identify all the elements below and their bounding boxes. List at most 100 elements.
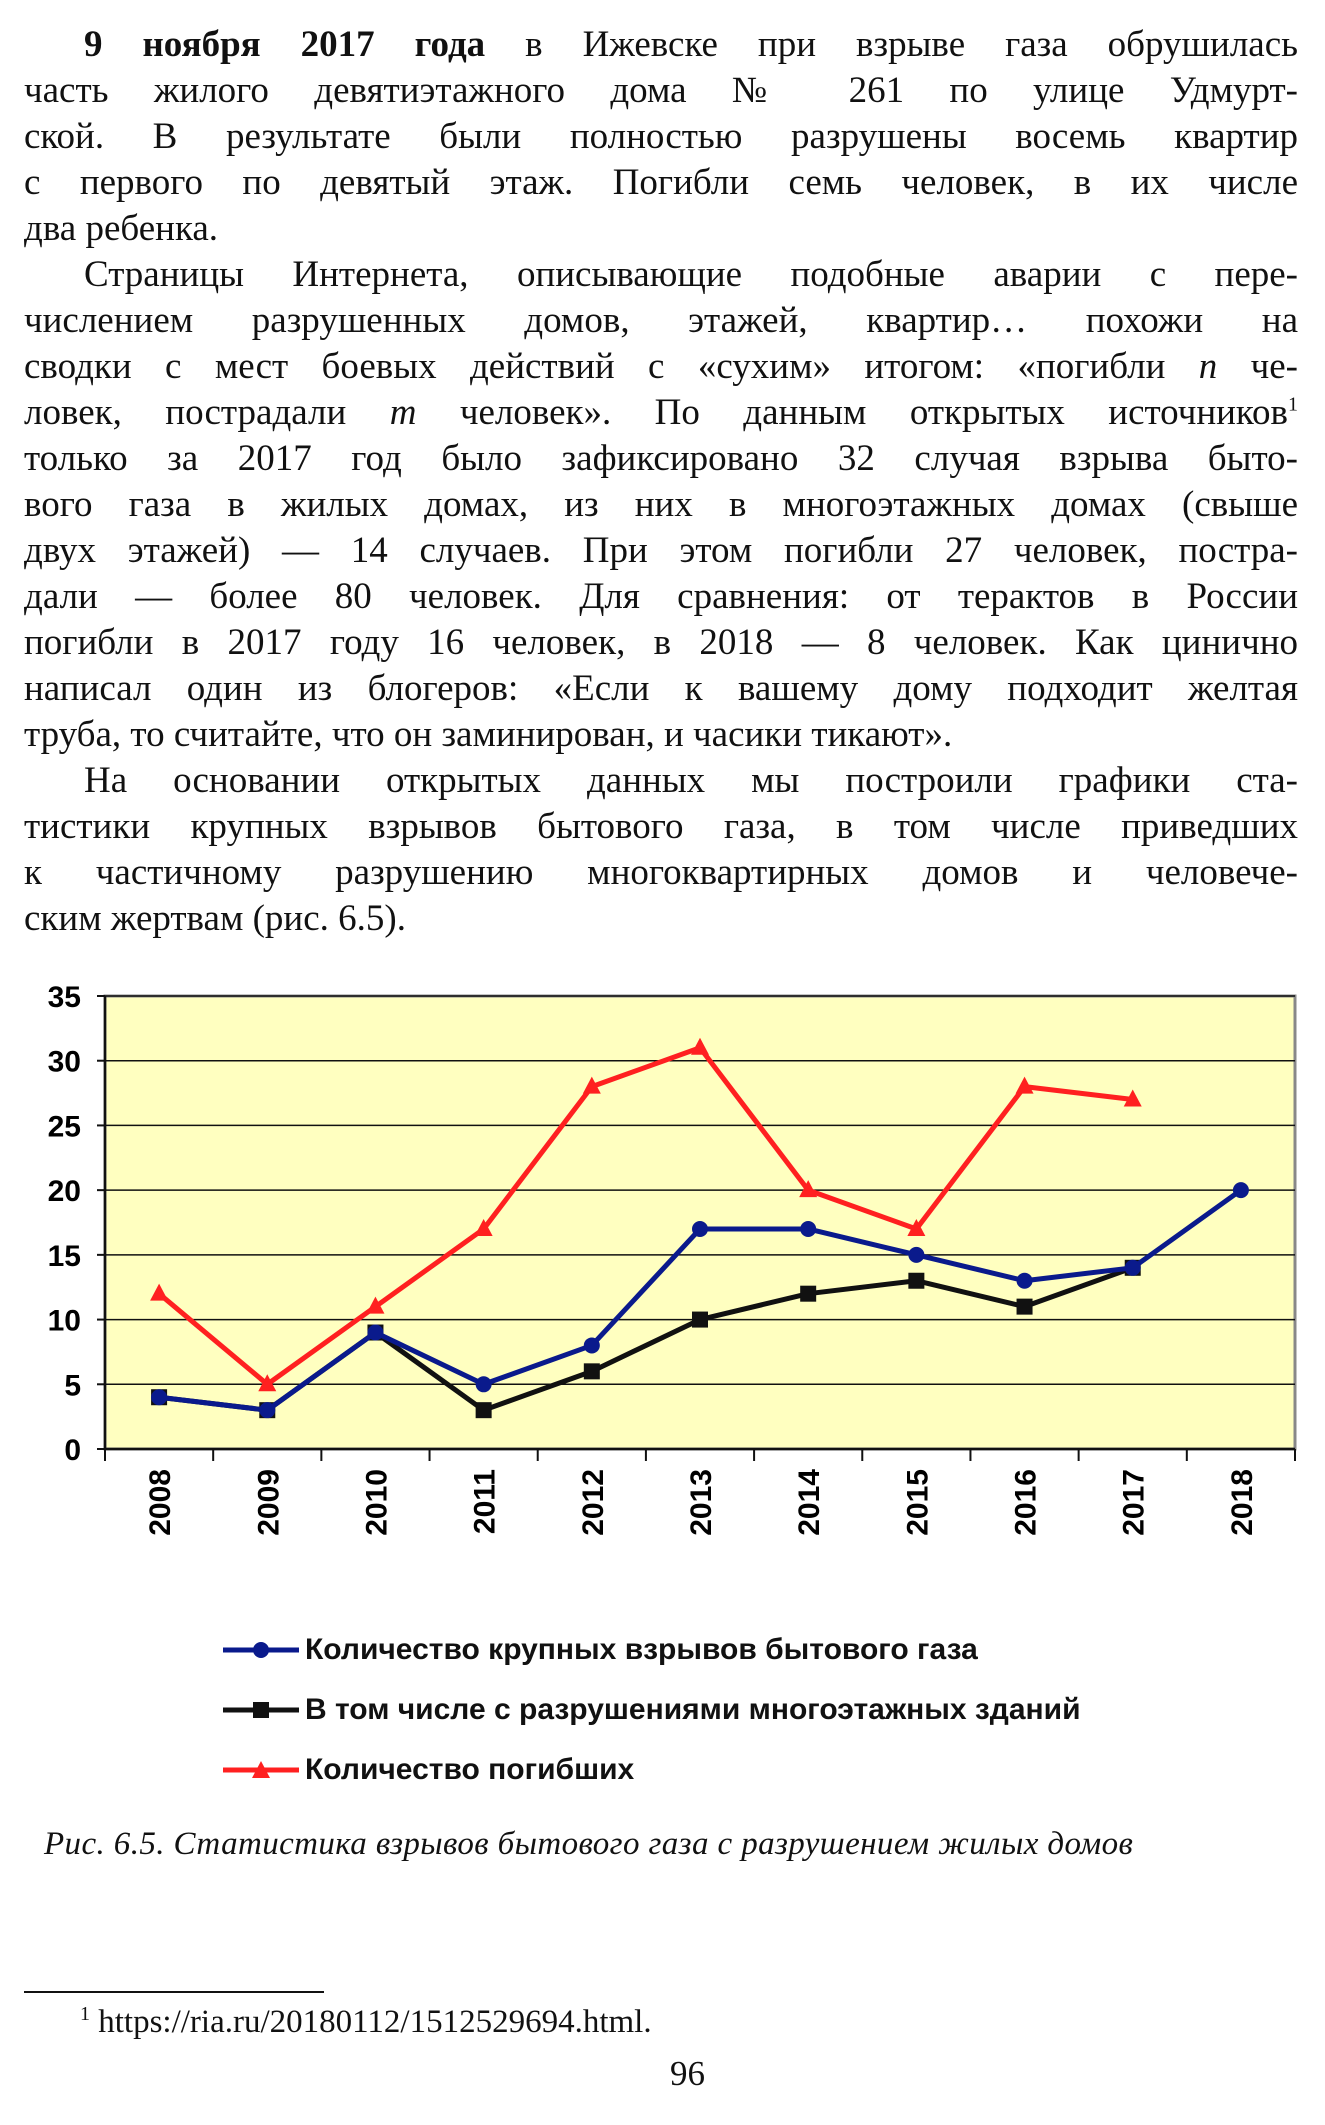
- data-point-square: [908, 1272, 925, 1289]
- data-point-triangle: [1015, 1076, 1034, 1094]
- x-tick-label: 2008: [144, 1469, 177, 1536]
- text-segment: вого газа в жилых домах, из них в многоэ…: [24, 484, 1298, 525]
- text-line: с первого по девятый этаж. Погибли семь …: [24, 160, 1298, 206]
- text-segment: в Ижевске при взрыве газа обрушилась: [485, 24, 1298, 65]
- text-segment: На основании открытых данных мы построил…: [84, 760, 1298, 801]
- footnote: 1 https://ria.ru/20180112/1512529694.htm…: [80, 2004, 652, 2041]
- text-segment: с первого по девятый этаж. Погибли семь …: [24, 162, 1298, 203]
- data-point-triangle: [582, 1076, 601, 1094]
- text-segment: че-: [1217, 346, 1298, 387]
- footnote-mark: 1: [80, 2003, 90, 2025]
- data-point-circle: [151, 1389, 168, 1406]
- text-segment: ской. В результате были полностью разруш…: [24, 116, 1298, 157]
- text-line: Страницы Интернета, описывающие подобные…: [24, 252, 1298, 298]
- text-segment: труба, то считайте, что он заминирован, …: [24, 714, 953, 755]
- text-line: часть жилого девятиэтажного дома № 261 п…: [24, 68, 1298, 114]
- text-line: сводки с мест боевых действий с «сухим» …: [24, 344, 1298, 390]
- text-line: дали — более 80 человек. Для сравнения: …: [24, 574, 1298, 620]
- data-point-circle: [367, 1324, 384, 1341]
- data-point-square: [583, 1363, 600, 1380]
- data-point-triangle: [907, 1218, 926, 1236]
- page-number: 96: [670, 2054, 705, 2093]
- y-tick-label: 25: [48, 1110, 81, 1143]
- data-point-square: [1016, 1298, 1033, 1315]
- footnote-link[interactable]: https://ria.ru/20180112/1512529694.html.: [90, 2004, 652, 2040]
- legend-circle-marker-icon: [223, 1642, 299, 1658]
- text-line: ловек, пострадали m человек». По данным …: [24, 390, 1298, 436]
- legend-square-marker-icon: [223, 1702, 299, 1718]
- data-point-triangle: [691, 1037, 709, 1055]
- text-segment: ловек, пострадали: [24, 392, 390, 433]
- text-line: вого газа в жилых домах, из них в многоэ…: [24, 482, 1298, 528]
- text-segment: два ребенка.: [24, 208, 219, 249]
- x-tick-label: 2015: [901, 1469, 934, 1536]
- text-line: числением разрушенных домов, этажей, ква…: [24, 298, 1298, 344]
- text-segment: двух этажей) — 14 случаев. При этом поги…: [24, 530, 1298, 571]
- legend-item-destructions: В том числе с разрушениями многоэтажных …: [223, 1690, 1081, 1730]
- data-point-triangle: [474, 1218, 493, 1236]
- x-tick-label: 2016: [1010, 1469, 1043, 1536]
- data-point-triangle: [1123, 1089, 1142, 1107]
- legend-triangle-marker-icon: [223, 1761, 299, 1778]
- y-tick-label: 35: [48, 981, 81, 1014]
- data-point-circle: [908, 1246, 925, 1263]
- x-tick-label: 2012: [577, 1469, 610, 1536]
- text-segment: Страницы Интернета, описывающие подобные…: [84, 254, 1298, 295]
- text-line: ской. В результате были полностью разруш…: [24, 114, 1298, 160]
- data-point-square: [800, 1285, 817, 1302]
- text-line: На основании открытых данных мы построил…: [24, 758, 1298, 804]
- text-segment: ским жертвам (рис. 6.5).: [24, 898, 406, 939]
- x-tick-label: 2009: [252, 1469, 285, 1536]
- x-tick-label: 2010: [360, 1469, 393, 1536]
- text-segment: дали — более 80 человек. Для сравнения: …: [24, 576, 1298, 617]
- data-point-circle: [475, 1376, 492, 1393]
- text-segment: человек». По данным открытых источников: [416, 392, 1288, 433]
- y-tick-label: 15: [48, 1240, 81, 1273]
- data-point-circle: [800, 1220, 817, 1237]
- text-segment: m: [389, 392, 417, 433]
- legend-item-deaths: Количество погибших: [223, 1750, 634, 1790]
- text-line: тистики крупных взрывов бытового газа, в…: [24, 804, 1298, 850]
- text-line: труба, то считайте, что он заминирован, …: [24, 712, 1298, 758]
- text-segment: 9 ноября 2017 года: [84, 24, 486, 65]
- legend-label: В том числе с разрушениями многоэтажных …: [305, 1693, 1081, 1726]
- x-tick-label: 2018: [1226, 1469, 1259, 1536]
- x-tick-label: 2014: [793, 1469, 826, 1536]
- y-tick-label: 10: [48, 1305, 81, 1338]
- legend-label: Количество крупных взрывов бытового газа: [305, 1633, 978, 1666]
- data-point-triangle: [258, 1374, 277, 1392]
- data-point-triangle: [799, 1180, 818, 1198]
- y-tick-label: 0: [64, 1434, 81, 1467]
- text-segment: к частичному разрушению многоквартирных …: [24, 852, 1298, 893]
- body-text: 9 ноября 2017 года в Ижевске при взрыве …: [24, 22, 1298, 942]
- footnote-ref: 1: [1288, 393, 1298, 416]
- line-chart: 0 5 10 15 20 25 30 35 2008 2009 2010 2011 2012 2013 20…: [48, 981, 1297, 1536]
- data-point-circle: [1016, 1272, 1033, 1289]
- text-segment: сводки с мест боевых действий с «сухим» …: [24, 346, 1199, 387]
- data-point-triangle: [150, 1283, 169, 1301]
- legend-label: Количество погибших: [305, 1753, 635, 1786]
- data-point-circle: [1124, 1259, 1141, 1276]
- text-line: ским жертвам (рис. 6.5).: [24, 896, 1298, 942]
- text-segment: тистики крупных взрывов бытового газа, в…: [24, 806, 1298, 847]
- data-point-square: [475, 1402, 492, 1419]
- text-segment: часть жилого девятиэтажного дома № 261 п…: [24, 70, 1298, 111]
- data-point-circle: [692, 1220, 708, 1237]
- text-segment: погибли в 2017 году 16 человек, в 2018 —…: [24, 622, 1298, 663]
- data-point-circle: [583, 1337, 600, 1354]
- x-tick-label: 2013: [685, 1469, 718, 1536]
- text-line: два ребенка.: [24, 206, 1298, 252]
- data-point-triangle: [366, 1296, 385, 1314]
- y-tick-label: 30: [48, 1046, 81, 1079]
- series-line-2: [157, 1045, 1134, 1387]
- text-line: 9 ноября 2017 года в Ижевске при взрыве …: [24, 22, 1298, 68]
- x-tick-label: 2017: [1118, 1469, 1151, 1536]
- text-line: погибли в 2017 году 16 человек, в 2018 —…: [24, 620, 1298, 666]
- x-tick-label: 2011: [469, 1469, 502, 1534]
- footnote-divider: [24, 1991, 324, 1993]
- data-point-circle: [1232, 1182, 1249, 1199]
- text-segment: n: [1198, 346, 1218, 387]
- text-segment: числением разрушенных домов, этажей, ква…: [24, 300, 1298, 341]
- figure-caption: Рис. 6.5. Статистика взрывов бытового га…: [44, 1826, 1134, 1862]
- y-tick-label: 5: [64, 1369, 81, 1402]
